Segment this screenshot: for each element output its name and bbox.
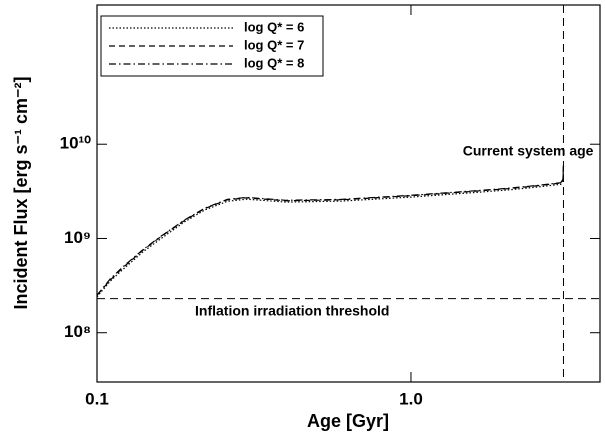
y-tick-label: 10⁹ (64, 228, 91, 247)
threshold-label: Inflation irradiation threshold (195, 302, 389, 318)
y-tick-label: 10⁸ (64, 322, 91, 341)
age-label: Current system age (463, 143, 594, 159)
plot-frame (96, 4, 601, 383)
series-line (96, 165, 565, 298)
x-tick-label: 0.1 (85, 389, 109, 408)
legend-label: log Q* = 6 (244, 19, 304, 34)
x-tick-label: 1.0 (399, 389, 423, 408)
series-line (96, 164, 565, 296)
x-axis-label: Age [Gyr] (307, 411, 389, 431)
y-axis-label: Incident Flux [erg s⁻¹ cm⁻²] (11, 76, 31, 309)
y-tick-label: 10¹⁰ (60, 134, 92, 153)
series-line (96, 163, 565, 296)
legend-label: log Q* = 8 (244, 55, 304, 70)
legend-label: log Q* = 7 (244, 37, 304, 52)
